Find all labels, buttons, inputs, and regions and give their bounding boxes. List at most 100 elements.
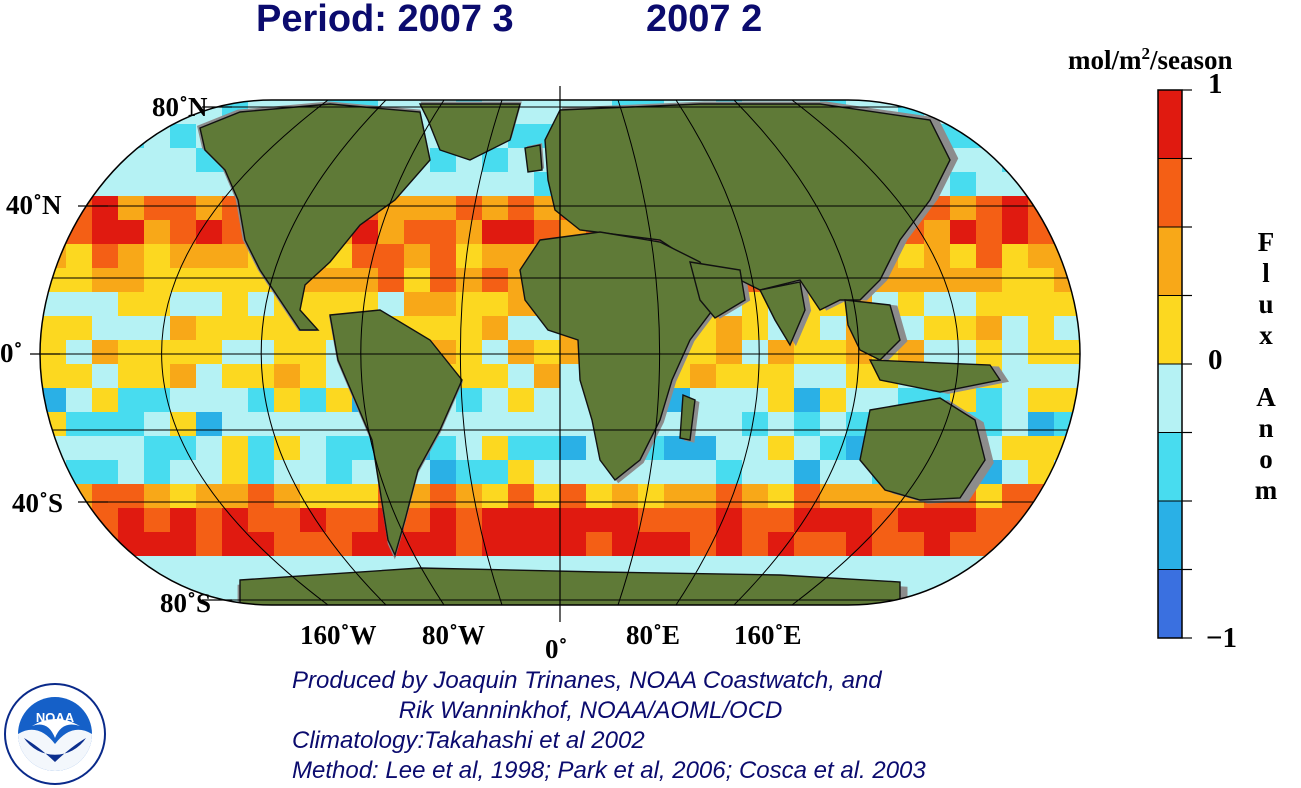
flux-cell [1002,436,1029,461]
flux-cell [92,508,119,533]
flux-cell [66,340,93,365]
flux-cell [118,436,145,461]
flux-cell [976,316,1003,341]
flux-cell [976,172,1003,197]
flux-cell [1028,604,1055,605]
flux-cell [976,292,1003,317]
flux-cell [586,484,613,509]
flux-cell [92,412,119,437]
flux-cell [92,532,119,557]
flux-cell [196,268,223,293]
flux-cell [274,508,301,533]
colorbar-max-label: 1 [1208,68,1223,100]
flux-cell [1054,244,1080,269]
flux-cell [534,340,561,365]
land-arabia [689,261,746,319]
lon-label-160w: 160˚W [300,620,377,650]
flux-cell [66,436,93,461]
flux-cell [1028,124,1055,149]
flux-cell [170,508,197,533]
flux-cell [144,412,171,437]
flux-cell [716,340,743,365]
meridian [791,100,959,605]
flux-cell [534,460,561,485]
flux-cell [144,292,171,317]
flux-cell [300,364,327,389]
flux-cell [1054,148,1080,173]
flux-cell [898,508,925,533]
flux-cell [1028,508,1055,533]
flux-cell [508,220,535,245]
flux-cell [1002,388,1029,413]
flux-cell [716,388,743,413]
flux-cell [326,412,353,437]
meridian [675,100,760,605]
flux-cell [144,436,171,461]
flux-cell [976,124,1003,149]
flux-cell [1028,172,1055,197]
flux-cell [950,532,977,557]
flux-cell [1002,556,1029,581]
flux-cell [456,388,483,413]
flux-cell [92,124,119,149]
land-madagascar [679,393,696,441]
flux-cell [352,268,379,293]
colorbar-min-label: −1 [1206,622,1238,654]
flux-cell [560,412,587,437]
flux-cell [742,484,769,509]
flux-cell [326,484,353,509]
flux-cell [976,508,1003,533]
flux-cell [248,556,275,581]
flux-cell [40,268,67,293]
flux-cell [482,436,509,461]
flux-cell [170,340,197,365]
flux-cell [742,340,769,365]
flux-cell [1028,340,1055,365]
flux-cell [92,580,119,605]
flux-cell [352,532,379,557]
flux-cell [820,556,847,581]
flux-cell [1002,268,1029,293]
flux-cell [1054,364,1080,389]
flux-cell [118,484,145,509]
flux-cell [846,388,873,413]
flux-cell [534,508,561,533]
flux-cell [742,460,769,485]
flux-cell [300,532,327,557]
flux-cell [66,388,93,413]
flux-cell [40,100,67,125]
flux-cell [352,244,379,269]
flux-cell [144,364,171,389]
flux-cell [508,532,535,557]
flux-cell [482,532,509,557]
flux-cell [378,268,405,293]
flux-cell [430,532,457,557]
flux-cell [872,532,899,557]
flux-cell [612,532,639,557]
land-uk [524,144,543,173]
flux-cell [482,604,509,605]
flux-cell [404,196,431,221]
flux-cell [482,292,509,317]
meridian [459,100,503,605]
flux-cell [196,460,223,485]
colorbar-units: mol/m2/season [1068,44,1233,76]
flux-cell [404,268,431,293]
flux-cell [40,604,67,605]
flux-cell [1028,532,1055,557]
colorbar-segment [1157,226,1183,296]
flux-cell [196,340,223,365]
flux-cell [924,244,951,269]
flux-cell [222,364,249,389]
map-title: Period: 2007 3 2007 2 [256,0,762,41]
flux-cell [66,172,93,197]
noaa-logo: NOAA [4,683,106,785]
colorbar-mid-label: 0 [1208,344,1223,376]
flux-cell [664,484,691,509]
flux-cell [300,436,327,461]
flux-cell [924,268,951,293]
flux-cell [196,364,223,389]
flux-cell [742,436,769,461]
flux-cell [820,412,847,437]
flux-cell [430,268,457,293]
